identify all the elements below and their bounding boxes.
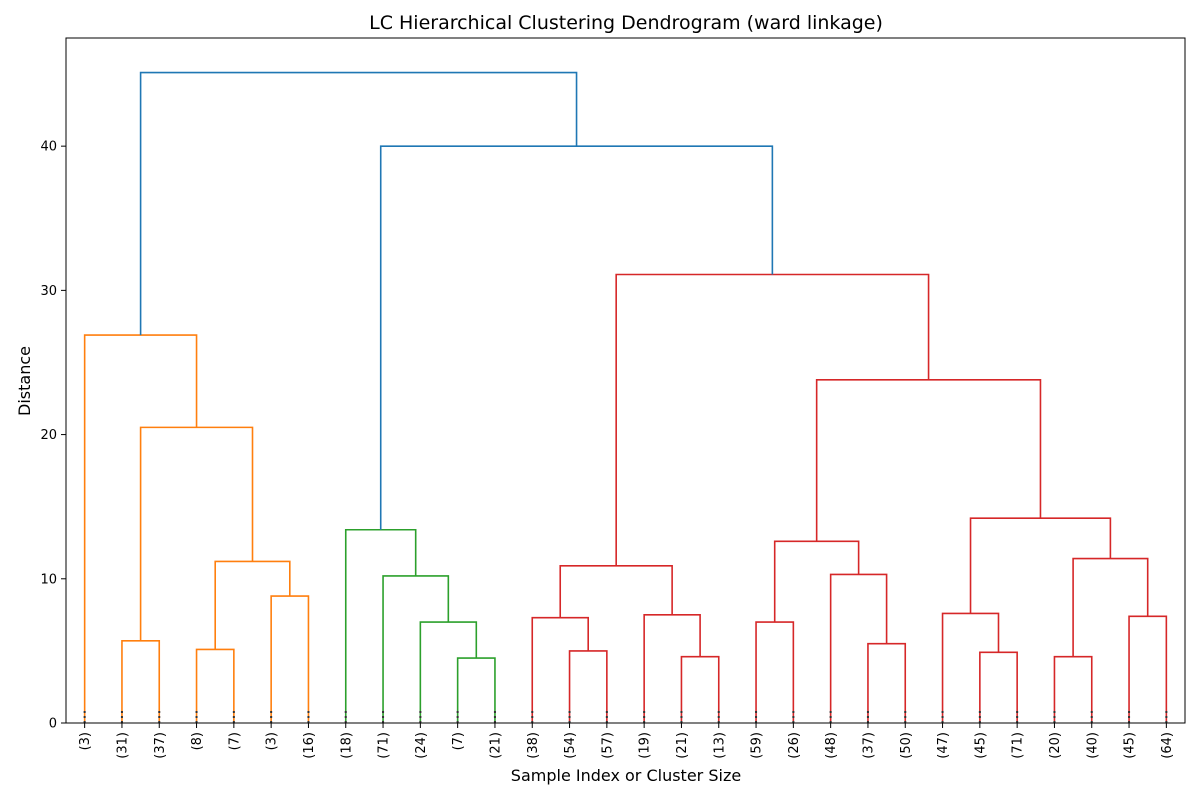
dendrogram-link <box>139 426 254 641</box>
leaf-label: (71) <box>1011 732 1026 759</box>
leaf-label: (47) <box>936 732 951 759</box>
leaf-label: (21) <box>675 732 690 759</box>
dendrogram-link <box>979 651 1018 723</box>
dendrogram-link <box>379 145 774 530</box>
dendrogram-link <box>456 657 496 723</box>
leaf-label: (48) <box>824 732 839 759</box>
leaf-label: (40) <box>1085 732 1100 759</box>
leaf-label: (24) <box>414 732 429 759</box>
leaf-label: (64) <box>1160 732 1175 759</box>
leaf-label: (13) <box>712 732 727 759</box>
dendrogram-link <box>382 575 450 723</box>
leaf-label: (31) <box>115 732 130 759</box>
dendrogram-link <box>559 565 673 618</box>
dendrogram-link <box>568 650 608 723</box>
dendrogram-link <box>195 648 235 723</box>
leaf-label: (45) <box>1123 732 1138 759</box>
leaf-label: (26) <box>787 732 802 759</box>
leaf-label: (38) <box>526 732 541 759</box>
dendrogram-link <box>867 642 907 723</box>
leaf-label: (8) <box>190 732 205 750</box>
y-axis: 0 10 20 30 40 <box>40 140 66 732</box>
dendrogram-link <box>83 334 198 723</box>
y-tick-label: 40 <box>40 140 57 155</box>
x-axis: (3) (31) (37) (8) (7) (3) (16) (18) (71) (24) (7) (… <box>78 723 1175 759</box>
dendrogram-link <box>773 540 860 623</box>
dendrogram-link <box>214 560 291 650</box>
leaf-label: (50) <box>899 732 914 759</box>
dendrogram-link <box>941 612 1000 723</box>
leaf-label: (45) <box>973 732 988 759</box>
dendrogram-link <box>615 273 930 566</box>
dendrogram-link <box>643 614 701 723</box>
dendrogram-link <box>1053 655 1093 723</box>
dendrogram-link <box>121 640 161 723</box>
dendrogram-link <box>829 573 888 723</box>
dendrogram-link <box>755 621 795 723</box>
leaf-label: (16) <box>302 732 317 759</box>
leaf-label: (3) <box>265 732 280 750</box>
dendrogram-link <box>270 595 310 723</box>
leaf-label: (20) <box>1048 732 1063 759</box>
dendrogram-link <box>344 528 417 723</box>
dendrogram-link <box>680 655 720 723</box>
leaf-markers <box>83 709 1168 723</box>
leaf-label: (3) <box>78 732 93 750</box>
leaf-label: (21) <box>488 732 503 759</box>
leaf-label: (37) <box>861 732 876 759</box>
plot-frame <box>65 37 1186 724</box>
leaf-label: (19) <box>638 732 653 759</box>
chart-title: LC Hierarchical Clustering Dendrogram (w… <box>369 12 883 34</box>
leaf-label: (37) <box>153 732 168 759</box>
dendrogram-link <box>1072 557 1149 657</box>
dendrogram-link <box>531 616 589 723</box>
leaf-label: (54) <box>563 732 578 759</box>
y-tick-label: 10 <box>40 572 57 587</box>
leaf-label: (7) <box>227 732 242 750</box>
leaf-label: (18) <box>339 732 354 759</box>
leaf-label: (57) <box>600 732 615 759</box>
y-tick-label: 30 <box>40 284 57 299</box>
dendrogram-link <box>969 517 1112 614</box>
leaf-label: (71) <box>377 732 392 759</box>
x-axis-label: Sample Index or Cluster Size <box>511 766 741 785</box>
dendrogram-link <box>139 71 578 336</box>
y-tick-label: 0 <box>49 717 57 732</box>
leaf-label: (59) <box>750 732 765 759</box>
y-tick-label: 20 <box>40 428 57 443</box>
dendrogram-link <box>1128 615 1168 723</box>
dendrogram-link <box>815 378 1042 542</box>
y-axis-label: Distance <box>15 346 34 416</box>
dendrogram-link <box>419 621 478 723</box>
leaf-label: (7) <box>451 732 466 750</box>
dendrogram-links <box>83 71 1168 723</box>
